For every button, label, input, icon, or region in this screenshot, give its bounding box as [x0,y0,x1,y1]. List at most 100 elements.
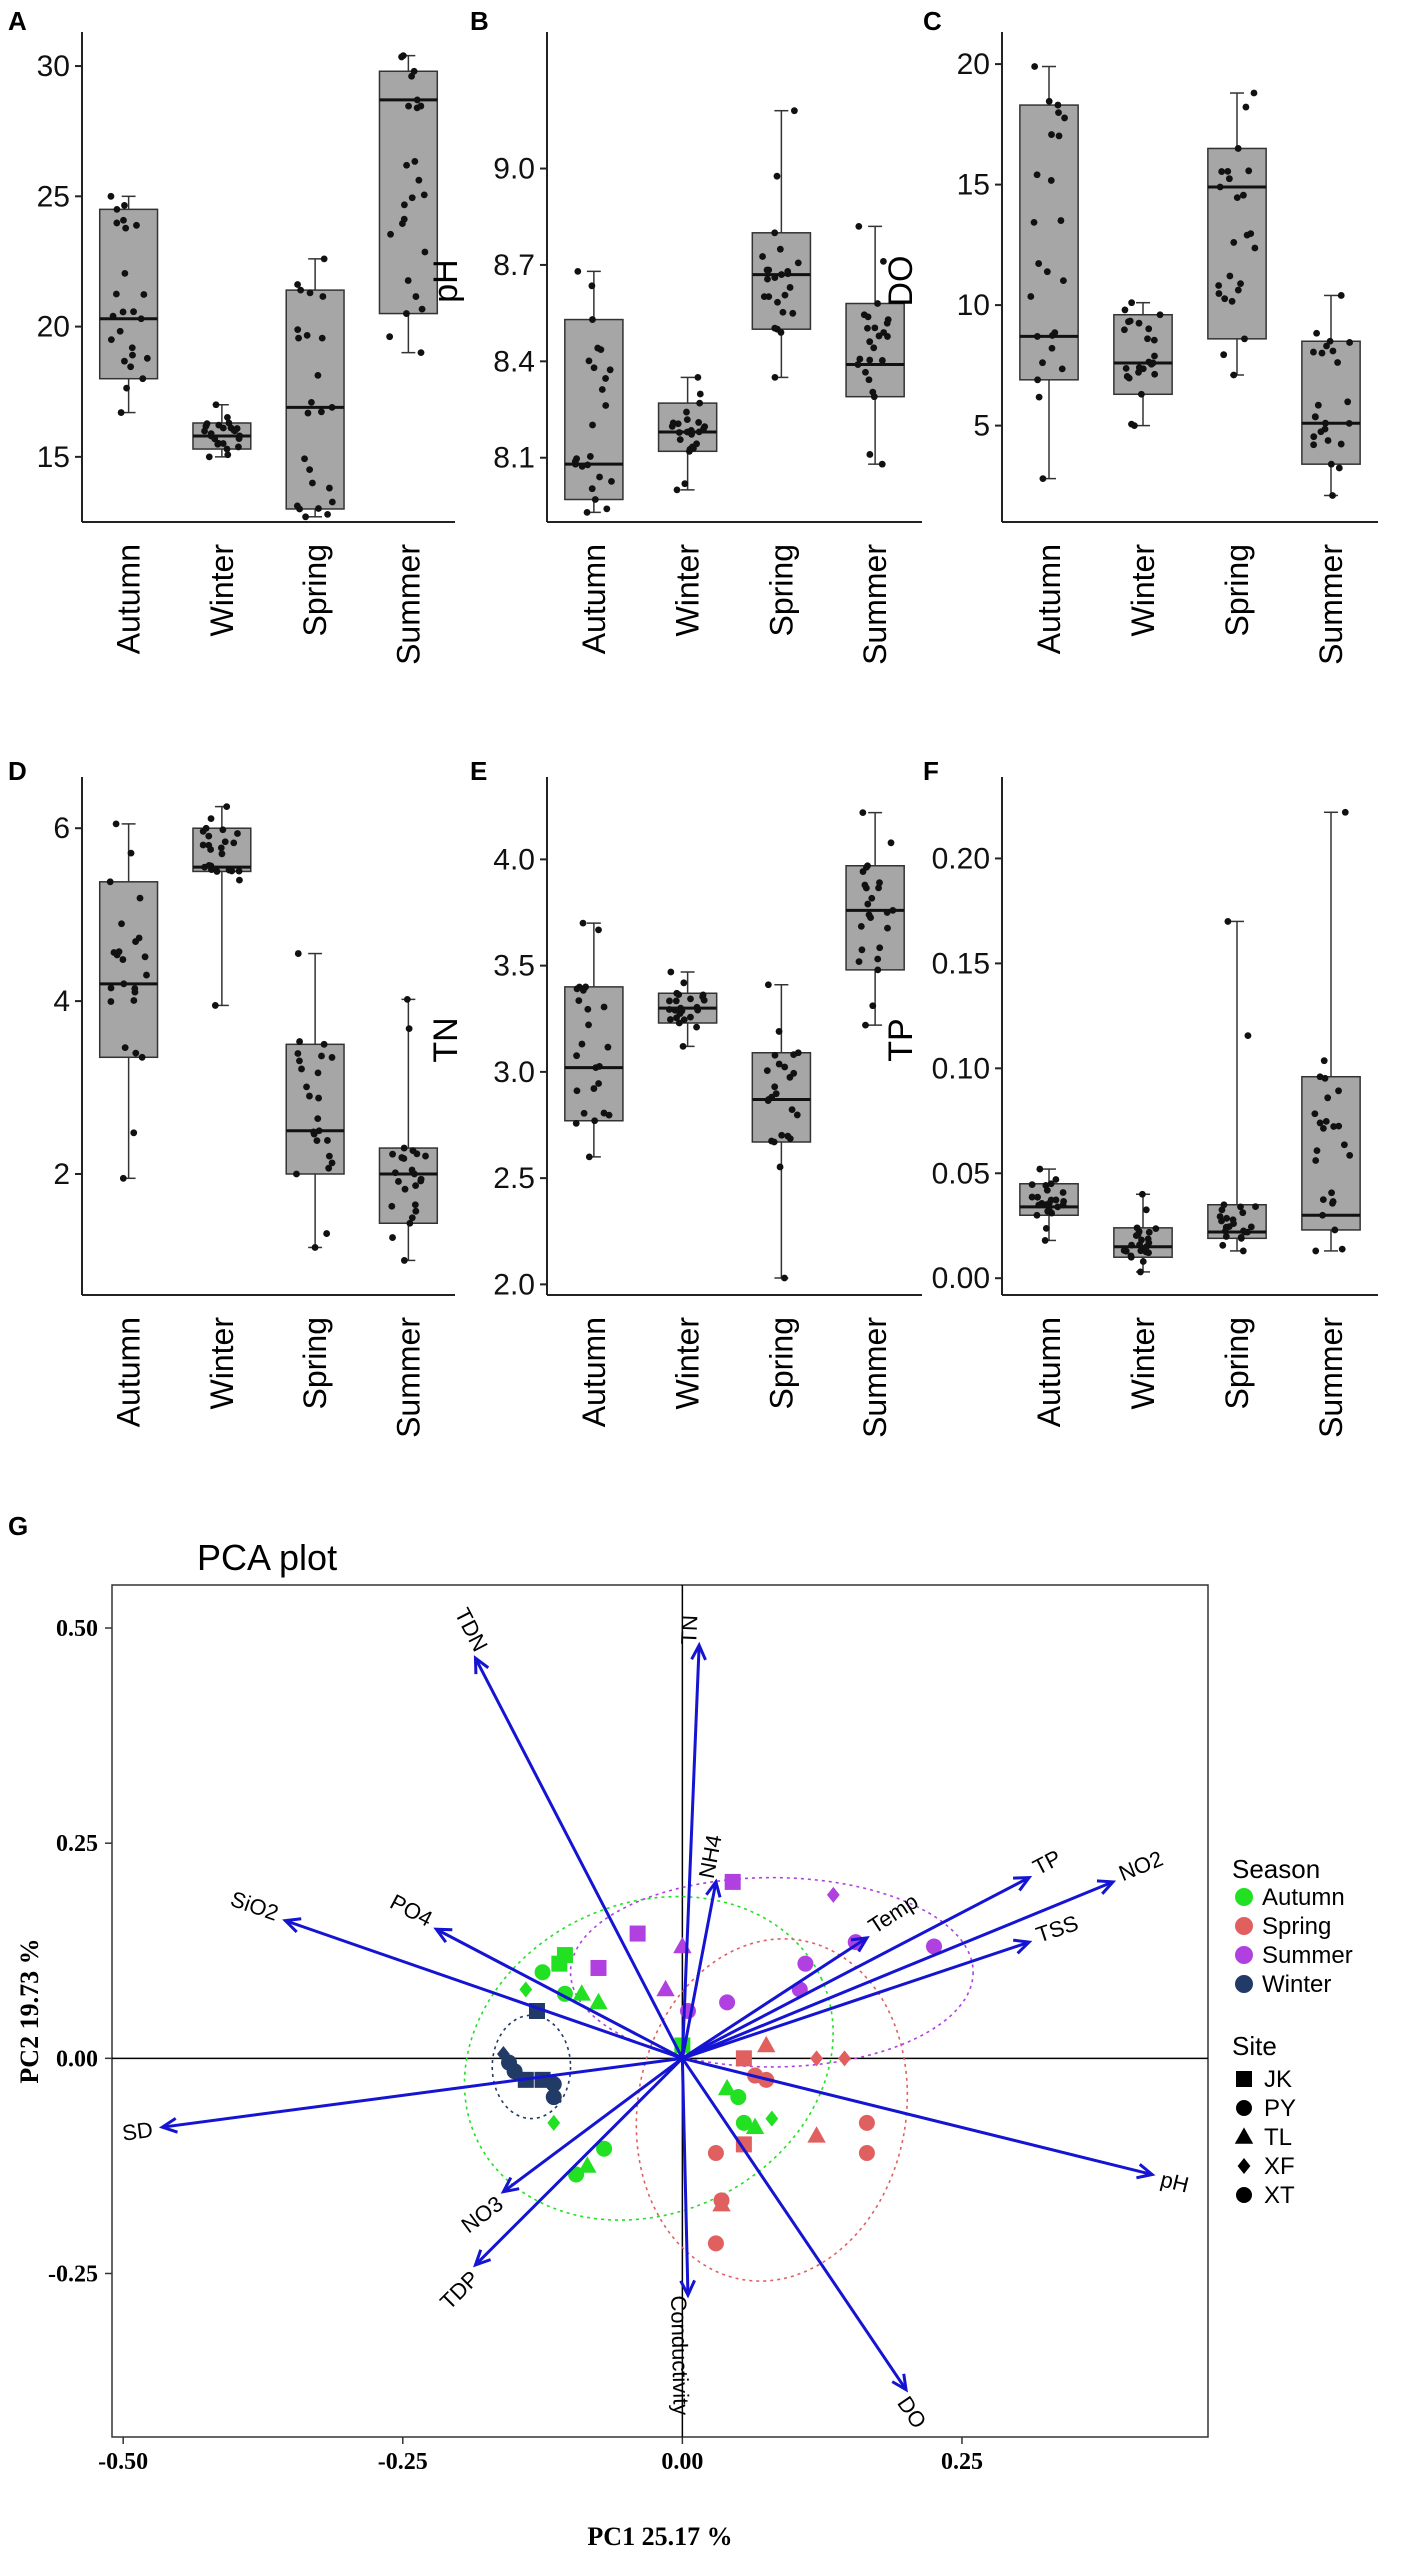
data-point [771,374,779,381]
y-tick-label: 6 [53,812,70,845]
iqr-box [378,1147,439,1225]
legend-season-swatch [1235,1975,1253,1993]
x-category-label: Autumn [111,1317,147,1427]
data-point [864,324,871,332]
data-point [1335,1122,1343,1130]
point-triangle [1234,2127,1254,2144]
point-square [724,1873,741,1890]
data-point [315,1094,322,1102]
data-point [107,192,115,200]
data-point [1030,218,1038,226]
iqr-box [1207,147,1267,340]
point-triangle [712,2195,731,2212]
arrow-head [282,1917,302,1933]
data-point [883,319,891,327]
data-point [1330,1123,1338,1130]
iqr-box [98,208,159,380]
point-circle [545,2089,562,2106]
data-point [775,1060,783,1068]
data-point [295,334,302,342]
point-diamond [838,2050,851,2067]
box-winter [192,803,252,1009]
x-category-label: Autumn [111,544,147,654]
data-point [318,1052,325,1060]
data-point [1031,63,1039,70]
data-point [1319,1211,1326,1219]
data-point [1145,325,1153,333]
data-point [1322,1117,1330,1125]
data-point [876,879,883,887]
data-point [779,308,787,316]
data-point [1247,1223,1255,1231]
data-point [1045,97,1053,105]
legend-site-label: XT [1264,2182,1295,2209]
vector-no3: NO3 [457,2057,684,2238]
data-point [296,1038,303,1045]
data-point [1120,1247,1128,1254]
data-point [1035,393,1043,401]
data-point [328,1054,336,1061]
data-point [107,998,115,1005]
vector-line [502,2057,684,2193]
data-point [681,480,689,488]
data-point [115,948,123,956]
y-tick-label: 20 [37,311,70,344]
data-point [1054,101,1062,109]
data-point [857,922,865,930]
data-point [420,191,428,199]
data-point [387,230,394,238]
data-point [786,284,794,291]
data-point [584,461,592,469]
data-point [1334,359,1341,366]
data-point [855,958,863,966]
data-point [596,473,603,481]
data-point [298,1065,305,1073]
point-diamond [1237,2158,1251,2174]
arrow-head [1012,1938,1033,1955]
data-point [1344,398,1352,406]
data-point [224,451,232,459]
data-point [866,338,874,346]
data-point [301,455,308,463]
point-circle [926,1938,942,1955]
data-point [140,291,148,298]
point-diamond [826,1886,840,1903]
y-tick-label: 0.05 [932,1157,990,1190]
data-point [406,1219,414,1227]
data-point [1335,464,1343,472]
data-point [119,308,127,316]
data-point [328,498,336,506]
data-point [671,1006,679,1014]
data-point [875,332,883,340]
point-square [1236,2071,1252,2087]
data-point [588,485,596,493]
vector-ph: pH [682,2056,1191,2198]
data-point [676,1010,684,1018]
data-point [1244,1032,1252,1040]
vector-line [681,2057,908,2391]
data-point [579,919,587,927]
data-point [219,826,227,834]
panel-label: E [470,756,487,786]
data-point [400,1257,408,1264]
data-point [1034,376,1041,384]
data-point [404,277,412,284]
data-point [135,934,143,942]
data-point [314,372,322,379]
data-point [304,409,312,417]
point-triangle [807,2126,826,2143]
data-point [310,1128,318,1136]
data-point [143,354,151,362]
data-point [413,96,421,104]
data-point [768,1137,775,1145]
data-point [696,390,704,398]
chart-title: PCA plot [197,1537,337,1578]
y-tick-label: 0.00 [932,1262,990,1295]
data-point [315,1127,323,1135]
data-point [1222,1233,1230,1240]
data-point [759,253,766,260]
data-point [1234,286,1242,294]
data-point [417,349,425,357]
arrow-head [473,2249,492,2268]
data-point [687,995,694,1003]
